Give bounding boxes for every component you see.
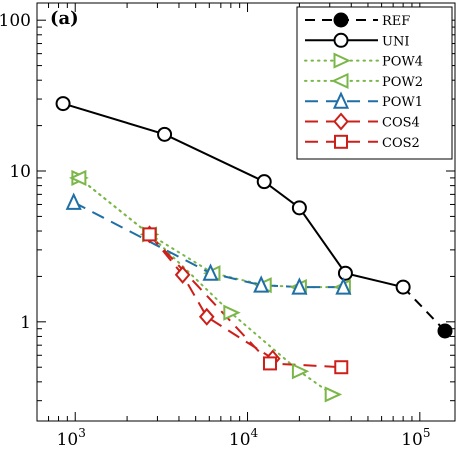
marker-uni (337, 265, 353, 281)
legend-marker-pow4 (333, 52, 351, 69)
marker-pow4 (324, 386, 343, 403)
x-tick-label: 105 (401, 426, 430, 450)
y-tick-label: 1 (20, 313, 31, 333)
marker-pow4 (223, 304, 241, 321)
legend-marker-cos2 (334, 134, 348, 149)
legend: REF UNI POW4 POW2 POW1 COS4 COS2 (296, 6, 453, 160)
marker-pow1 (253, 275, 270, 293)
legend-marker-uni (333, 32, 349, 48)
marker-cos2 (262, 356, 277, 371)
series-line-uni (62, 102, 404, 289)
series-line-pow1 (73, 201, 344, 289)
legend-marker-pow1 (332, 91, 350, 109)
marker-uni (291, 200, 307, 216)
marker-uni (395, 279, 411, 295)
marker-pow2 (69, 169, 87, 186)
marker-pow4 (291, 363, 310, 380)
marker-pow1 (291, 277, 308, 295)
y-tick-label: 100 (0, 11, 31, 31)
series-markers (55, 96, 453, 403)
series-line-cos2 (148, 233, 342, 369)
legend-label-uni: UNI (382, 34, 409, 49)
x-tick-label: 103 (57, 426, 86, 450)
legend-label-pow4: POW4 (382, 55, 423, 70)
marker-pow1 (335, 277, 352, 295)
legend-label-ref: REF (382, 14, 410, 29)
x-tick-label: 104 (229, 426, 259, 450)
marker-cos2 (142, 227, 157, 242)
marker-uni (55, 96, 71, 112)
legend-label-pow1: POW1 (382, 95, 423, 110)
axis-ticks (36, 3, 455, 421)
marker-uni (256, 174, 272, 190)
plot-frame (36, 2, 456, 422)
legend-label-cos4: COS4 (382, 116, 420, 131)
legend-label-pow2: POW2 (382, 75, 423, 90)
series-line-ref (402, 286, 446, 332)
legend-box (296, 6, 453, 160)
legend-marker-cos4 (333, 112, 349, 131)
legend-marker-pow2 (331, 72, 349, 89)
y-tick-label: 10 (9, 162, 31, 182)
legend-label-cos2: COS2 (382, 136, 420, 151)
marker-pow1 (202, 263, 219, 281)
marker-uni (157, 126, 173, 142)
marker-cos4 (198, 307, 215, 326)
series-line-cos4 (148, 233, 274, 360)
marker-cos2 (334, 360, 349, 375)
legend-marker-ref (333, 12, 349, 28)
marker-pow1 (65, 192, 82, 210)
marker-ref (437, 323, 453, 339)
tick-labels: 103 104 105 1 10 100 (0, 11, 430, 450)
marker-cos4 (174, 265, 191, 284)
panel-label: (a) (50, 8, 79, 29)
